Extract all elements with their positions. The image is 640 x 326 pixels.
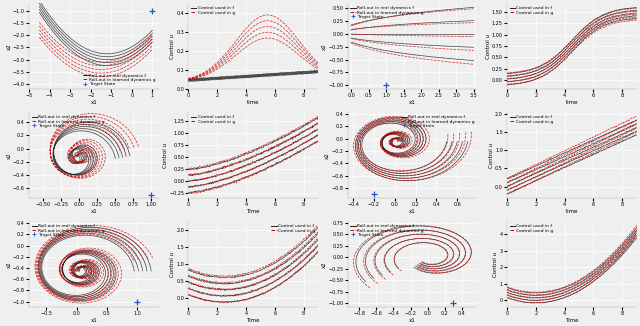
X-axis label: Time: Time [246, 318, 260, 322]
X-axis label: Time: Time [246, 209, 260, 214]
Legend: Control used in f, Control used in g: Control used in f, Control used in g [191, 6, 236, 15]
X-axis label: x1: x1 [409, 99, 416, 105]
Legend: Control used in f, Control used in g: Control used in f, Control used in g [509, 115, 554, 124]
Y-axis label: x2: x2 [6, 43, 12, 50]
Y-axis label: Control u: Control u [488, 143, 493, 168]
Legend: Control used in f, Control used in g: Control used in f, Control used in g [271, 224, 316, 233]
Y-axis label: Control u: Control u [163, 143, 168, 168]
Y-axis label: Control u: Control u [486, 34, 490, 59]
Y-axis label: x2: x2 [6, 152, 12, 158]
Legend: Roll-out in real dynamics f, Roll-out in learned dynamics g, Target State: Roll-out in real dynamics f, Roll-out in… [31, 224, 106, 237]
Legend: Control used in f, Control used in g: Control used in f, Control used in g [191, 115, 236, 124]
Legend: Control used in f, Control used in g: Control used in f, Control used in g [509, 6, 554, 15]
Legend: Roll-out in real dynamics f, Roll-out in learned dynamics g, Target State: Roll-out in real dynamics f, Roll-out in… [401, 115, 475, 128]
X-axis label: x1: x1 [409, 209, 416, 214]
Y-axis label: Control u: Control u [170, 34, 175, 59]
X-axis label: x1: x1 [90, 209, 97, 214]
X-axis label: x1: x1 [409, 318, 416, 322]
Y-axis label: x2: x2 [322, 43, 327, 50]
Y-axis label: x2: x2 [322, 261, 327, 268]
X-axis label: Time: Time [565, 318, 579, 322]
X-axis label: time: time [566, 209, 578, 214]
Y-axis label: x2: x2 [6, 261, 12, 268]
X-axis label: x1: x1 [90, 99, 97, 105]
X-axis label: x1: x1 [90, 318, 97, 322]
Y-axis label: Control u: Control u [493, 252, 499, 277]
Legend: Control used in f, Control used in g: Control used in f, Control used in g [509, 224, 554, 233]
Legend: Roll-out in real dynamics f, Roll-out in learned dynamics g, Target State: Roll-out in real dynamics f, Roll-out in… [82, 73, 156, 87]
Legend: Roll-out in real dynamics f, Roll-out in learned dynamics g, Target State: Roll-out in real dynamics f, Roll-out in… [31, 115, 106, 128]
X-axis label: time: time [566, 99, 578, 105]
Y-axis label: x2: x2 [325, 152, 330, 158]
Legend: Roll-out in real dynamics f, Roll-out in learned dynamics g, Target State: Roll-out in real dynamics f, Roll-out in… [350, 6, 424, 19]
X-axis label: time: time [247, 99, 259, 105]
Legend: Roll-out in real dynamics f, Roll-out in learned dynamics g, Target State: Roll-out in real dynamics f, Roll-out in… [350, 224, 424, 237]
Y-axis label: Control u: Control u [170, 252, 175, 277]
